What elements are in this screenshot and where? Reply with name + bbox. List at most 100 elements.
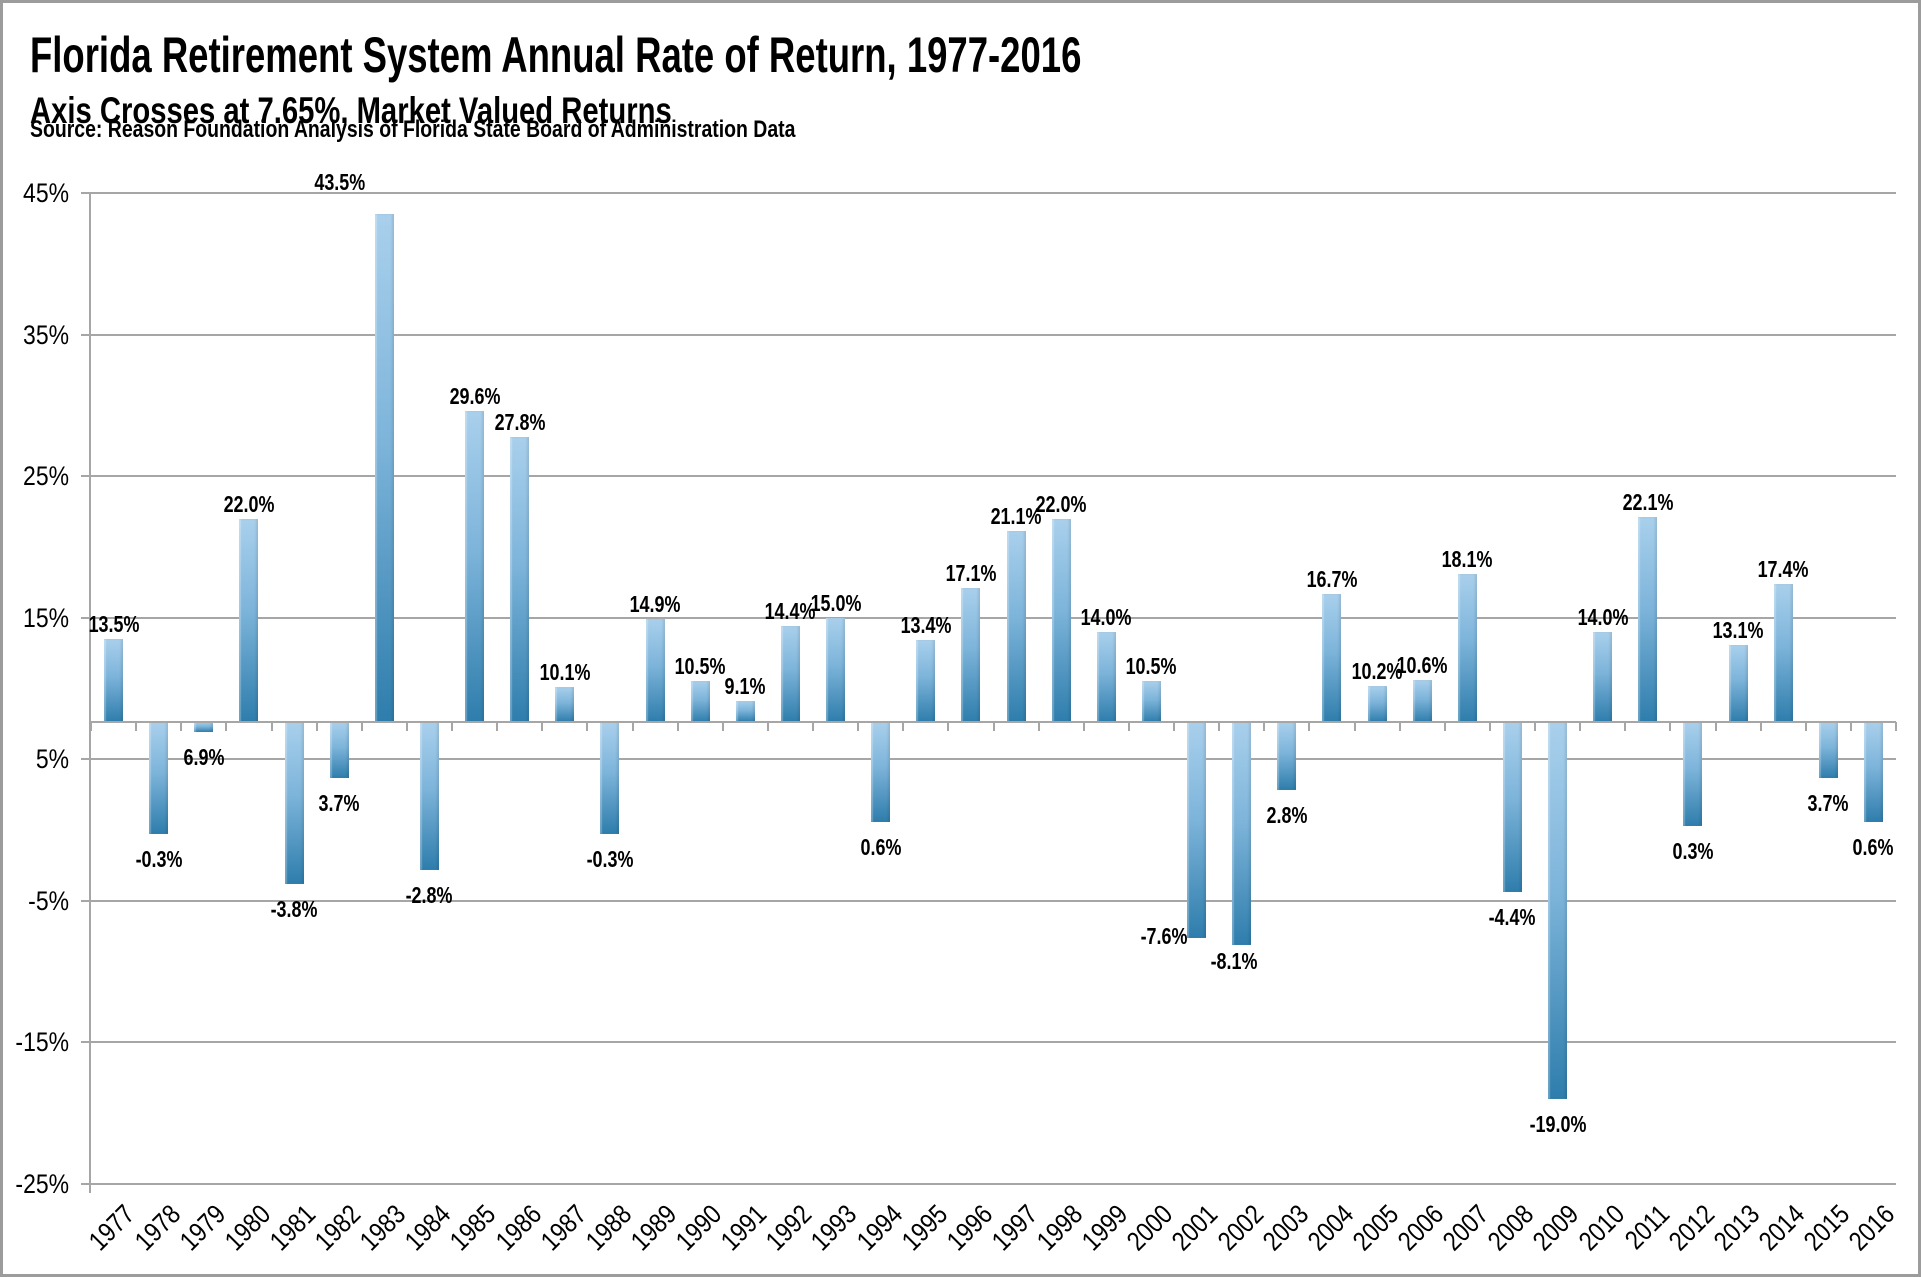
bar-label-2013: 13.1% bbox=[1712, 616, 1764, 643]
bar-label-1977: 13.5% bbox=[88, 610, 139, 637]
bar-1991 bbox=[735, 701, 755, 722]
bar-2005 bbox=[1367, 685, 1387, 722]
bar-1986 bbox=[510, 436, 530, 722]
gridline-45% bbox=[91, 192, 1896, 194]
year-label-1993: 1993 bbox=[805, 1199, 863, 1257]
bar-1992 bbox=[780, 626, 800, 722]
x-axis-tickmark bbox=[405, 721, 408, 731]
bar-label-2012: 0.3% bbox=[1672, 837, 1714, 864]
year-label-1986: 1986 bbox=[489, 1199, 547, 1257]
year-label-1999: 1999 bbox=[1076, 1199, 1134, 1257]
bar-label-1985: 29.6% bbox=[449, 383, 500, 410]
x-axis-tickmark bbox=[1398, 721, 1401, 731]
year-label-1977: 1977 bbox=[83, 1199, 141, 1257]
year-label-2006: 2006 bbox=[1392, 1199, 1450, 1257]
y-axis-label-15%: 15% bbox=[23, 602, 69, 633]
bar-2001 bbox=[1187, 721, 1207, 938]
bar-label-2008: -4.4% bbox=[1489, 904, 1536, 931]
bar-label-1979: 6.9% bbox=[183, 744, 225, 771]
year-label-1982: 1982 bbox=[309, 1199, 367, 1257]
bar-label-1995: 13.4% bbox=[900, 612, 952, 639]
y-axis-line bbox=[89, 193, 91, 1193]
x-axis-tickmark bbox=[1579, 721, 1582, 731]
y-axis-label-35%: 35% bbox=[23, 319, 69, 350]
bar-label-1992: 14.4% bbox=[765, 598, 816, 625]
year-label-2000: 2000 bbox=[1121, 1199, 1179, 1257]
bar-2004 bbox=[1322, 593, 1342, 722]
bar-label-2004: 16.7% bbox=[1306, 565, 1358, 592]
bar-1999 bbox=[1096, 631, 1116, 722]
year-label-1990: 1990 bbox=[670, 1199, 728, 1257]
bar-1988 bbox=[600, 721, 620, 835]
bar-label-1998: 22.0% bbox=[1035, 490, 1087, 517]
year-label-2003: 2003 bbox=[1256, 1199, 1315, 1257]
bar-1985 bbox=[465, 411, 485, 722]
x-axis-tickmark bbox=[1082, 721, 1085, 731]
bar-label-1996: 17.1% bbox=[945, 559, 997, 586]
x-axis-tickmark bbox=[541, 721, 544, 731]
x-axis-tickmark bbox=[992, 721, 995, 731]
year-label-1981: 1981 bbox=[263, 1199, 322, 1257]
bar-1996 bbox=[961, 587, 981, 722]
year-label-2010: 2010 bbox=[1572, 1199, 1630, 1257]
gridline--5% bbox=[91, 899, 1896, 902]
x-axis-tickmark bbox=[1218, 721, 1221, 731]
x-axis-tickmark bbox=[1263, 721, 1266, 731]
bar-label-2015: 3.7% bbox=[1807, 789, 1849, 816]
bar-label-1990: 10.5% bbox=[674, 653, 726, 680]
year-label-2015: 2015 bbox=[1798, 1199, 1856, 1257]
x-axis-tickmark bbox=[1804, 721, 1807, 731]
x-axis-tickmark bbox=[631, 721, 634, 731]
bar-label-1978: -0.3% bbox=[135, 846, 183, 873]
bar-label-2005: 10.2% bbox=[1351, 657, 1403, 684]
bar-label-1991: 9.1% bbox=[724, 673, 766, 700]
bar-1981 bbox=[284, 721, 304, 884]
year-label-2009: 2009 bbox=[1527, 1199, 1585, 1257]
bar-label-1982: 3.7% bbox=[318, 789, 360, 816]
year-label-2012: 2012 bbox=[1662, 1199, 1721, 1257]
bar-label-2014: 17.4% bbox=[1757, 555, 1809, 582]
y-axis-label-5%: 5% bbox=[35, 744, 69, 775]
bar-label-2016: 0.6% bbox=[1852, 833, 1894, 860]
chart-subtitle: Axis Crosses at 7.65%, Market Valued Ret… bbox=[30, 90, 672, 131]
year-label-1996: 1996 bbox=[940, 1199, 999, 1257]
bar-1998 bbox=[1051, 518, 1071, 722]
bar-1984 bbox=[419, 721, 439, 870]
year-label-2016: 2016 bbox=[1843, 1199, 1901, 1257]
year-label-1994: 1994 bbox=[850, 1199, 908, 1257]
x-axis-tickmark bbox=[135, 721, 138, 731]
year-label-2007: 2007 bbox=[1437, 1199, 1495, 1257]
y-axis-tickmark-45% bbox=[81, 192, 91, 194]
chart-title: Florida Retirement System Annual Rate of… bbox=[30, 27, 1082, 83]
year-label-1991: 1991 bbox=[715, 1199, 773, 1257]
x-axis-tickmark bbox=[1488, 721, 1491, 731]
y-axis-tickmark-15% bbox=[81, 616, 91, 619]
year-label-1980: 1980 bbox=[218, 1199, 277, 1257]
bar-2012 bbox=[1683, 721, 1703, 826]
bar-1995 bbox=[916, 640, 936, 722]
bar-label-2011: 22.1% bbox=[1622, 489, 1674, 516]
y-axis-label-25%: 25% bbox=[23, 461, 69, 492]
y-axis-tickmark-25% bbox=[81, 475, 91, 478]
bar-1997 bbox=[1006, 531, 1026, 722]
gridline-5% bbox=[91, 758, 1896, 761]
bar-label-2003: 2.8% bbox=[1266, 802, 1308, 829]
bar-2013 bbox=[1728, 644, 1748, 722]
y-axis-label--5%: -5% bbox=[28, 885, 69, 916]
x-axis-tickmark bbox=[857, 721, 860, 731]
bar-2015 bbox=[1818, 721, 1838, 778]
year-label-2013: 2013 bbox=[1707, 1199, 1766, 1257]
x-axis-tickmark bbox=[1624, 721, 1627, 731]
year-label-2005: 2005 bbox=[1346, 1199, 1405, 1257]
bar-label-1983: 43.5% bbox=[313, 169, 365, 195]
x-axis-tickmark bbox=[812, 721, 814, 731]
bar-1983 bbox=[374, 214, 394, 722]
bar-label-1984: -2.8% bbox=[406, 881, 453, 908]
bar-2008 bbox=[1502, 721, 1522, 893]
year-label-2014: 2014 bbox=[1753, 1199, 1811, 1257]
bar-1994 bbox=[871, 721, 891, 822]
year-label-1984: 1984 bbox=[399, 1199, 457, 1257]
year-label-2001: 2001 bbox=[1166, 1199, 1224, 1257]
year-label-2002: 2002 bbox=[1211, 1199, 1269, 1257]
gridline-25% bbox=[91, 475, 1896, 478]
